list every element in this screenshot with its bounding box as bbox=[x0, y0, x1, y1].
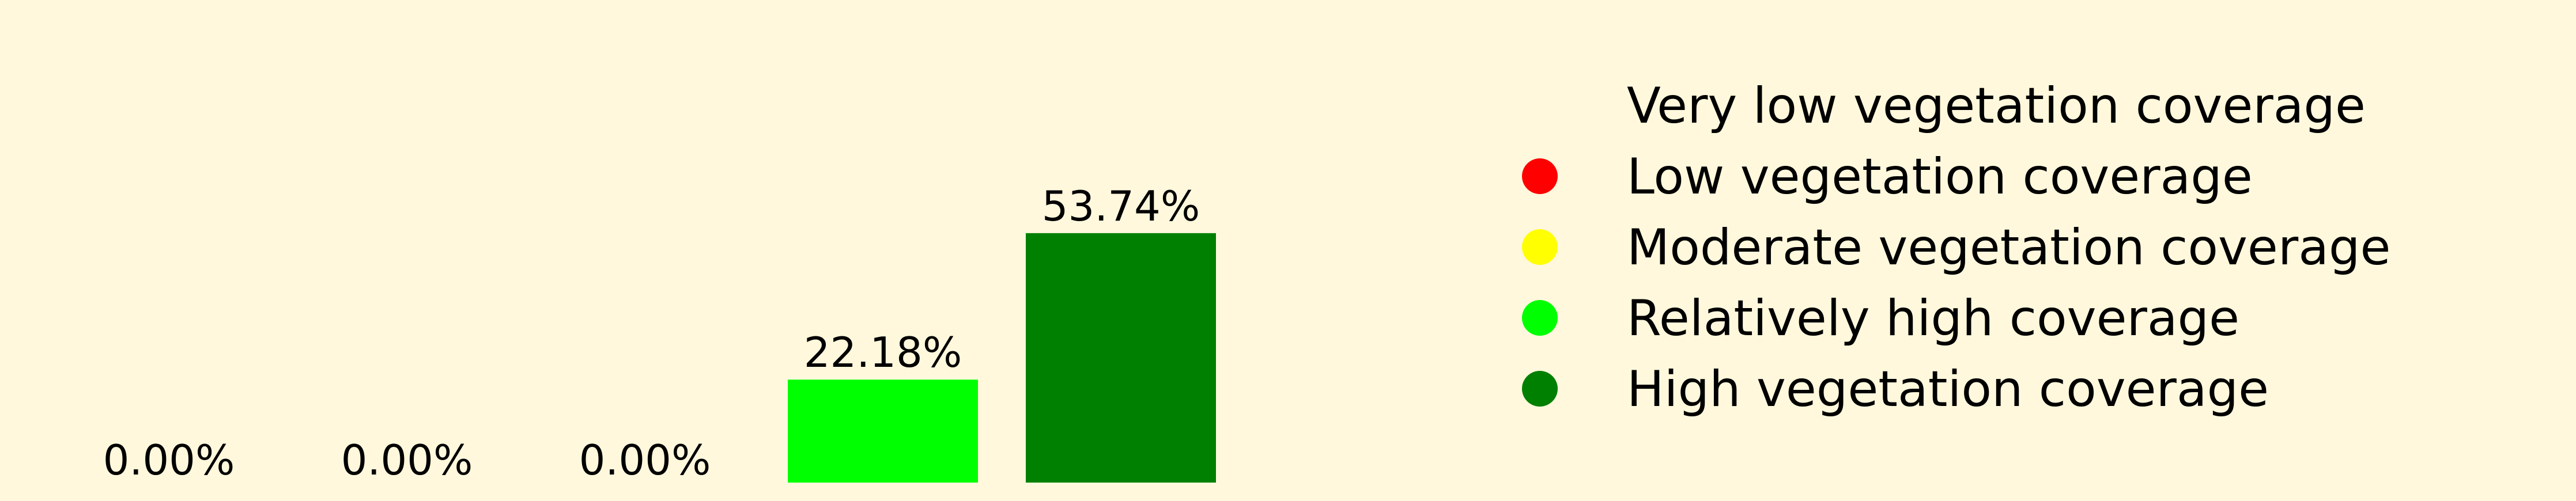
legend-label-1: Very low vegetation coverage bbox=[1627, 77, 2366, 135]
data-label-1: 0.00% bbox=[103, 436, 235, 484]
legend-marker-2 bbox=[1522, 158, 1558, 194]
data-label-4: 22.18% bbox=[804, 328, 962, 377]
legend-label-5: High vegetation coverage bbox=[1627, 360, 2269, 418]
legend-label-2: Low vegetation coverage bbox=[1627, 148, 2253, 206]
data-label-2: 0.00% bbox=[341, 436, 473, 484]
data-label-5: 53.74% bbox=[1042, 182, 1200, 230]
legend: Very low vegetation coverage Low vegetati… bbox=[1522, 77, 2390, 418]
legend-marker-3 bbox=[1522, 229, 1558, 265]
legend-marker-1 bbox=[1522, 88, 1558, 123]
data-label-3: 0.00% bbox=[579, 436, 711, 484]
legend-marker-5 bbox=[1522, 371, 1558, 407]
legend-label-3: Moderate vegetation coverage bbox=[1627, 219, 2390, 276]
bar-5 bbox=[1026, 233, 1216, 483]
plot-area: 0.00% 0.00% 0.00% 22.18% 53.74% bbox=[103, 182, 1216, 484]
legend-label-4: Relatively high coverage bbox=[1627, 290, 2239, 347]
bar-4 bbox=[788, 379, 978, 483]
legend-marker-4 bbox=[1522, 300, 1558, 336]
